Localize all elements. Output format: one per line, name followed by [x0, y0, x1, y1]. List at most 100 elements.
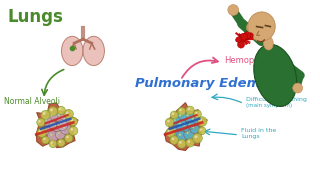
Text: (main symptom): (main symptom)	[246, 103, 292, 108]
Text: Difficulty Breathing: Difficulty Breathing	[246, 97, 307, 102]
Circle shape	[43, 138, 45, 140]
Circle shape	[48, 112, 57, 121]
Circle shape	[51, 114, 53, 117]
Circle shape	[189, 123, 191, 125]
Circle shape	[51, 123, 53, 125]
Circle shape	[38, 120, 41, 122]
Circle shape	[199, 119, 202, 122]
Circle shape	[237, 41, 245, 48]
Circle shape	[37, 128, 46, 137]
Circle shape	[69, 126, 78, 135]
Circle shape	[45, 119, 47, 121]
Circle shape	[69, 117, 77, 126]
Circle shape	[57, 106, 65, 114]
Circle shape	[37, 118, 45, 127]
Circle shape	[178, 107, 186, 115]
Text: Normal Alveoli: Normal Alveoli	[4, 97, 60, 106]
Circle shape	[239, 34, 246, 41]
Circle shape	[52, 123, 61, 132]
Circle shape	[59, 122, 62, 125]
Circle shape	[176, 120, 187, 131]
Circle shape	[177, 112, 187, 122]
Circle shape	[59, 141, 61, 143]
Circle shape	[172, 117, 181, 126]
Circle shape	[64, 109, 73, 119]
Circle shape	[170, 136, 179, 144]
Circle shape	[187, 121, 195, 129]
Circle shape	[51, 141, 53, 144]
Circle shape	[45, 128, 47, 130]
Circle shape	[57, 120, 68, 131]
Circle shape	[195, 112, 197, 114]
Circle shape	[63, 118, 66, 120]
Text: Fluid in the: Fluid in the	[241, 129, 276, 134]
Circle shape	[245, 36, 249, 40]
Circle shape	[47, 131, 59, 142]
Circle shape	[179, 109, 182, 111]
Circle shape	[57, 114, 60, 117]
Circle shape	[43, 112, 45, 115]
Circle shape	[198, 127, 206, 135]
Circle shape	[166, 128, 175, 137]
Circle shape	[65, 134, 73, 142]
Circle shape	[168, 130, 171, 133]
Circle shape	[243, 32, 251, 39]
Circle shape	[173, 128, 176, 130]
Text: Hemop⁺: Hemop⁺	[224, 56, 259, 65]
Ellipse shape	[83, 36, 104, 66]
Circle shape	[60, 123, 71, 134]
Circle shape	[54, 125, 56, 127]
Circle shape	[238, 41, 243, 45]
Circle shape	[186, 139, 194, 147]
Circle shape	[188, 108, 190, 110]
Circle shape	[174, 119, 176, 121]
Circle shape	[48, 107, 58, 116]
Circle shape	[179, 141, 182, 144]
Circle shape	[236, 37, 241, 42]
Circle shape	[66, 136, 69, 138]
Ellipse shape	[61, 36, 83, 66]
Circle shape	[71, 119, 73, 122]
Circle shape	[190, 124, 199, 134]
Circle shape	[246, 33, 249, 37]
Circle shape	[172, 113, 174, 115]
Circle shape	[179, 114, 181, 117]
Circle shape	[248, 33, 253, 38]
Circle shape	[50, 133, 52, 136]
Text: Lungs: Lungs	[8, 8, 64, 26]
Circle shape	[57, 139, 65, 147]
Circle shape	[200, 129, 202, 131]
Circle shape	[66, 111, 69, 114]
Circle shape	[55, 112, 66, 122]
Circle shape	[41, 111, 50, 120]
Circle shape	[228, 5, 239, 15]
Ellipse shape	[254, 44, 297, 106]
Circle shape	[186, 132, 189, 134]
Ellipse shape	[263, 36, 273, 50]
Circle shape	[171, 125, 181, 136]
Circle shape	[293, 83, 302, 93]
Ellipse shape	[248, 12, 275, 41]
Circle shape	[172, 138, 174, 140]
Circle shape	[167, 120, 170, 122]
Circle shape	[49, 121, 57, 129]
Circle shape	[58, 132, 60, 134]
Circle shape	[176, 131, 187, 142]
Circle shape	[197, 117, 207, 126]
Circle shape	[177, 139, 186, 148]
Circle shape	[181, 123, 190, 131]
Circle shape	[165, 118, 174, 127]
Circle shape	[179, 122, 181, 125]
Circle shape	[59, 108, 61, 110]
Circle shape	[170, 111, 178, 119]
Circle shape	[63, 126, 66, 129]
Circle shape	[192, 118, 195, 120]
Circle shape	[179, 133, 181, 136]
Circle shape	[50, 109, 53, 111]
Circle shape	[188, 140, 190, 143]
Circle shape	[183, 125, 185, 127]
Circle shape	[194, 110, 201, 118]
Circle shape	[39, 130, 42, 133]
Circle shape	[195, 135, 197, 138]
Circle shape	[246, 32, 249, 35]
